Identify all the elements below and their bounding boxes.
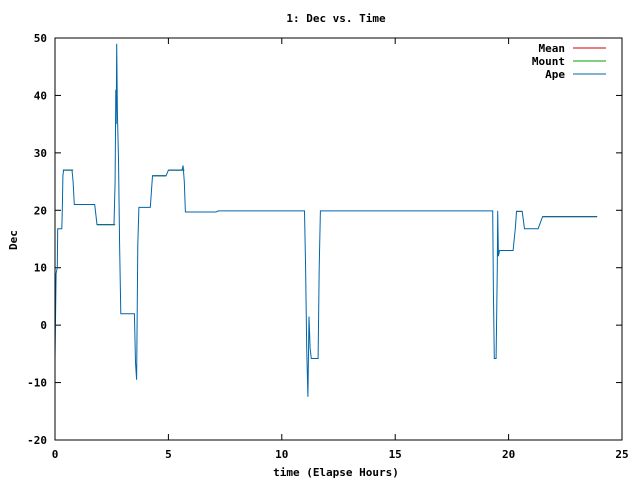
x-tick-label: 25 — [615, 448, 628, 461]
legend-label-mount: Mount — [532, 55, 565, 68]
legend-label-mean: Mean — [539, 42, 566, 55]
x-tick-label: 5 — [165, 448, 172, 461]
y-tick-label: 30 — [34, 147, 47, 160]
y-tick-label: 50 — [34, 32, 47, 45]
y-tick-label: 20 — [34, 204, 47, 217]
plot-frame — [54, 37, 623, 441]
x-axis-label: time (Elapse Hours) — [273, 466, 399, 479]
y-tick-label: -10 — [27, 377, 47, 390]
y-tick-label: 0 — [40, 319, 47, 332]
y-axis-label: Dec — [7, 230, 20, 250]
y-tick-label: 40 — [34, 89, 47, 102]
chart-title: 1: Dec vs. Time — [286, 12, 386, 25]
y-tick-label: -20 — [27, 434, 47, 447]
y-tick-label: 10 — [34, 262, 47, 275]
series-ape-line — [54, 43, 598, 397]
x-tick-label: 20 — [502, 448, 515, 461]
x-tick-label: 10 — [275, 448, 288, 461]
x-tick-label: 0 — [52, 448, 59, 461]
legend-label-ape: Ape — [545, 68, 565, 81]
plot-area — [54, 43, 598, 397]
axis-ticks: 0 5 10 15 20 25 -20 -10 0 10 20 30 40 50 — [27, 32, 629, 461]
x-tick-label: 15 — [389, 448, 402, 461]
